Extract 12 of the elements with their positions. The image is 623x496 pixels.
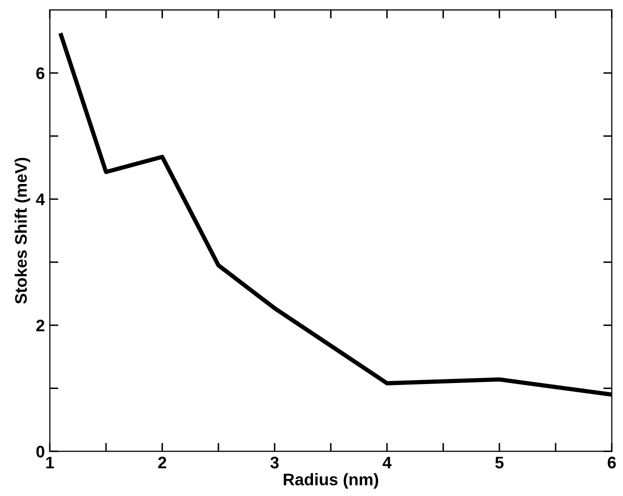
y-tick-label: 6 xyxy=(36,67,44,80)
x-tick-label: 5 xyxy=(495,456,504,468)
x-tick-label: 2 xyxy=(158,456,166,468)
y-axis-title: Stokes Shift (meV) xyxy=(14,158,30,304)
x-tick-label: 6 xyxy=(608,456,616,468)
x-tick-label: 4 xyxy=(382,456,392,468)
y-tick-label: 0 xyxy=(36,446,44,458)
y-tick-label: 2 xyxy=(36,320,44,332)
y-tick-label: 4 xyxy=(36,194,45,206)
x-tick-label: 1 xyxy=(46,456,54,468)
x-tick-label: 3 xyxy=(270,456,279,468)
x-axis-title: Radius (nm) xyxy=(284,473,378,489)
